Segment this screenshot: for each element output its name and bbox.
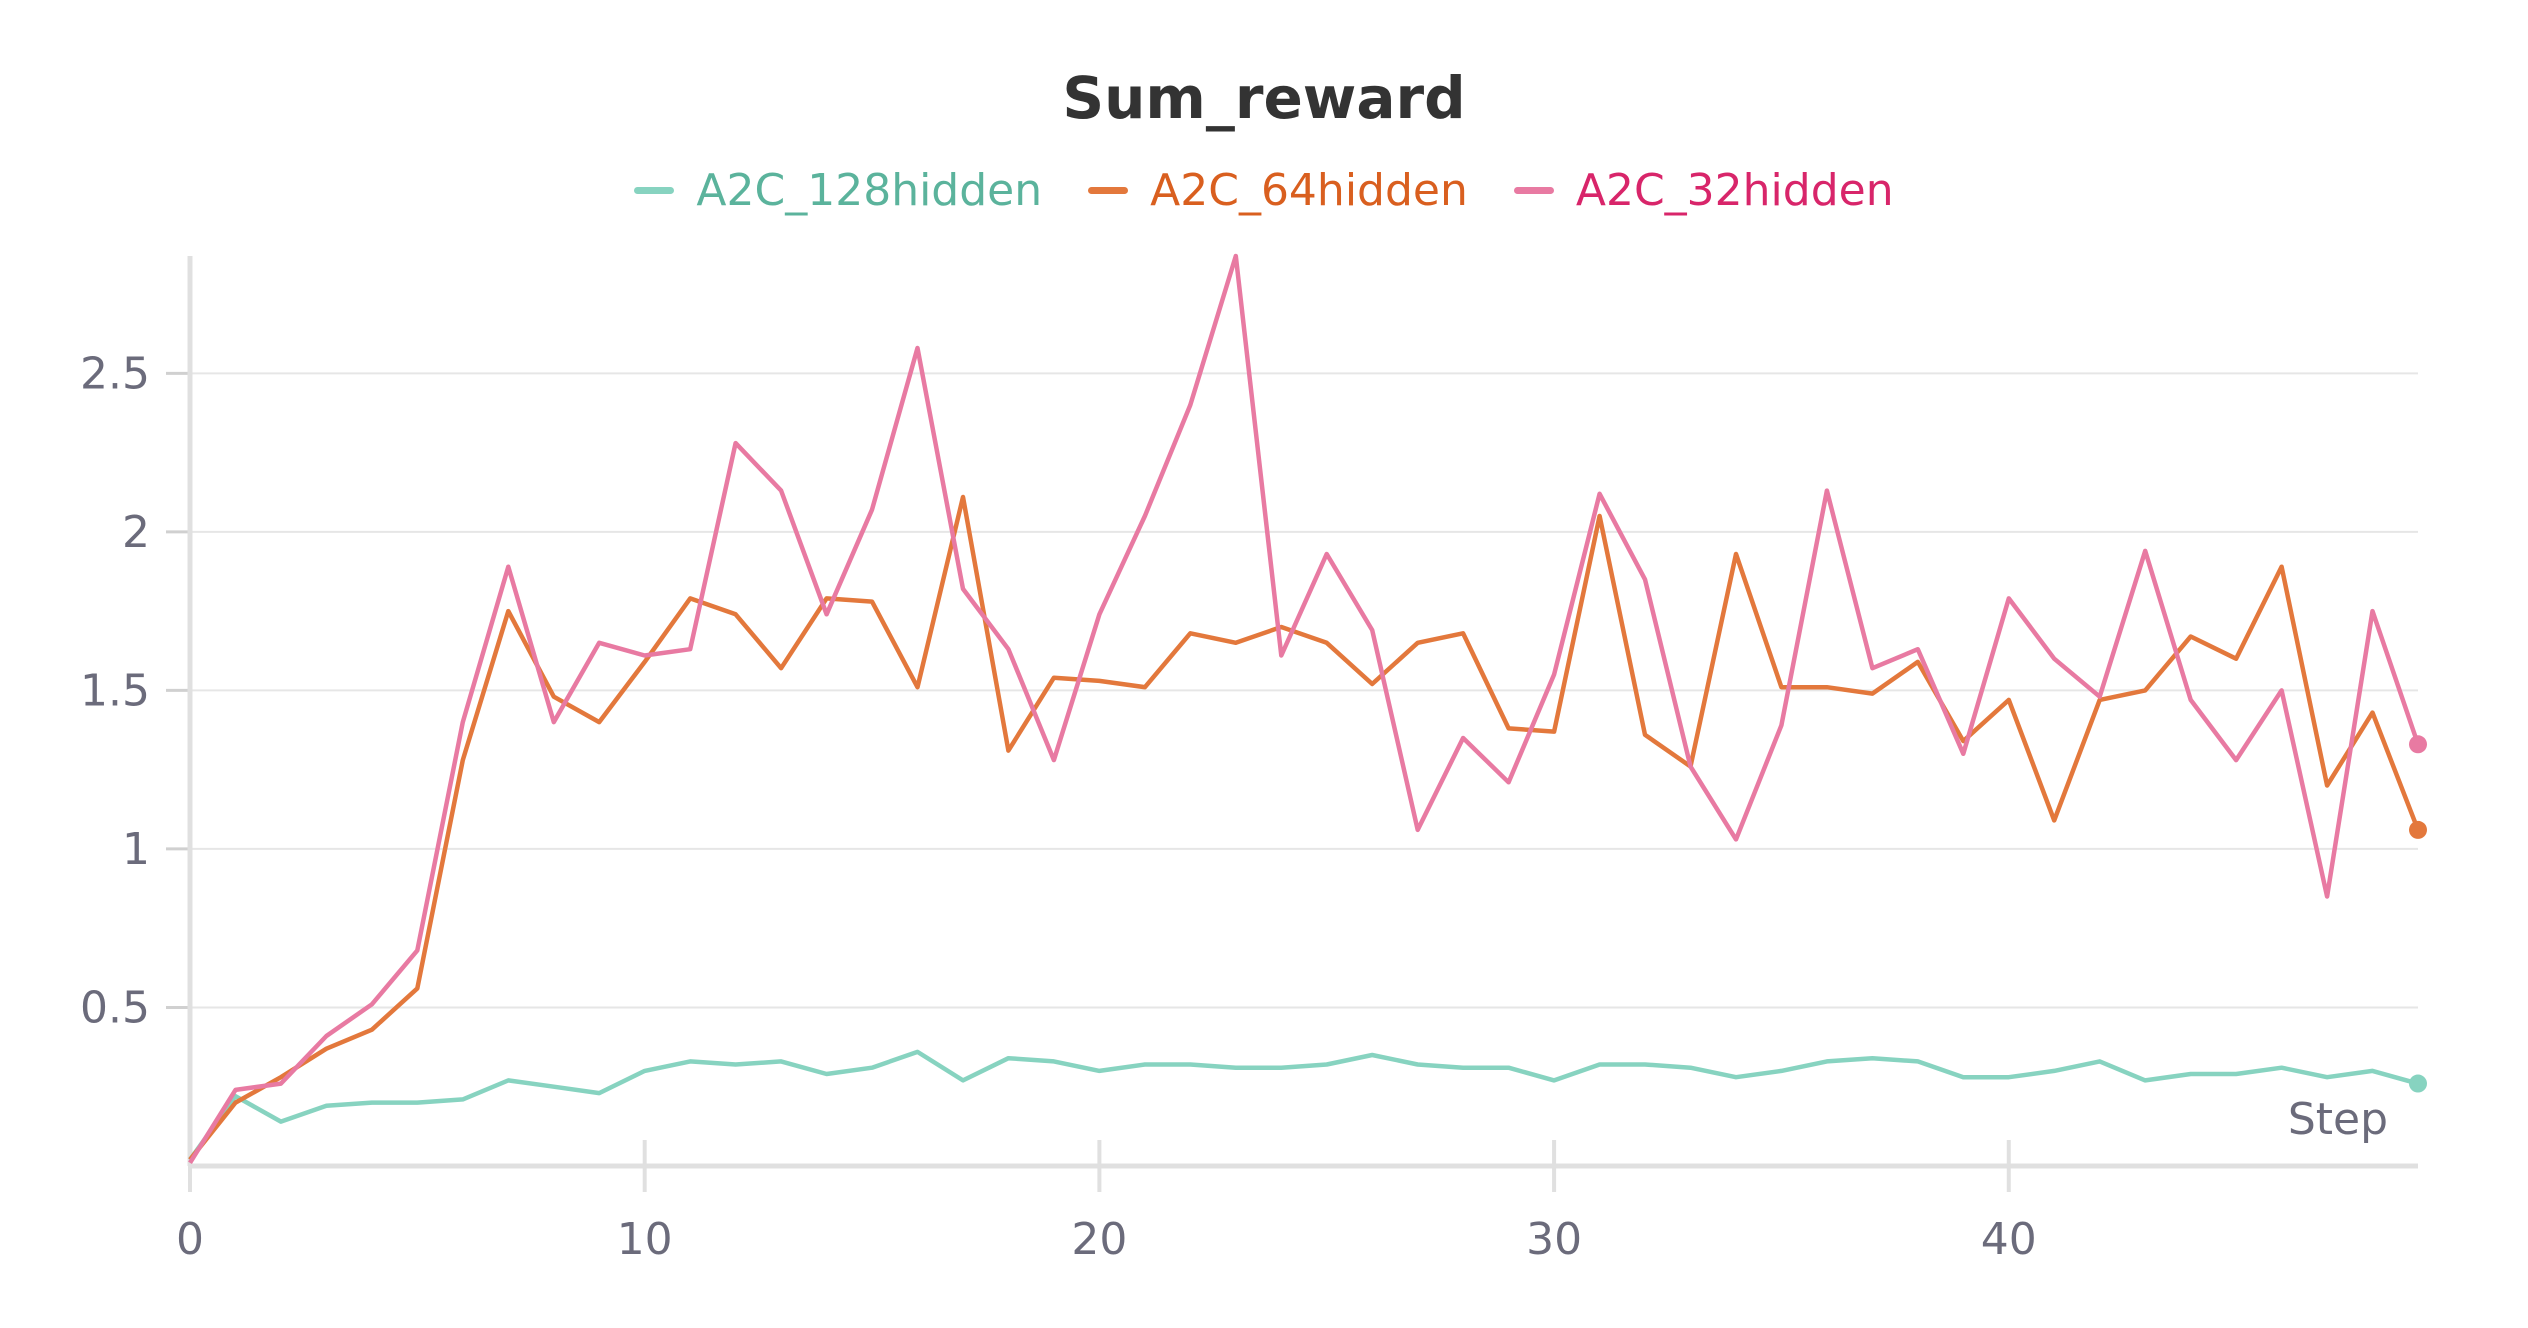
chart-title: Sum_reward (1062, 64, 1466, 132)
y-tick-label: 0.5 (80, 982, 150, 1033)
series-end-marker-a2c-128hidden (2409, 1074, 2427, 1093)
y-tick-label: 1 (122, 824, 150, 875)
legend-label-a2c-64hidden: A2C_64hidden (1150, 165, 1468, 216)
x-tick-label: 20 (1071, 1214, 1127, 1265)
series-end-marker-a2c-32hidden (2409, 735, 2427, 754)
legend-item-a2c-32hidden[interactable]: A2C_32hidden (1513, 165, 1894, 216)
legend-label-a2c-32hidden: A2C_32hidden (1575, 165, 1894, 216)
y-tick-label: 1.5 (80, 665, 150, 716)
legend-item-a2c-64hidden[interactable]: A2C_64hidden (1088, 165, 1468, 216)
x-tick-label: 0 (176, 1214, 204, 1265)
legend-label-a2c-128hidden: A2C_128hidden (696, 165, 1043, 216)
series-end-marker-a2c-64hidden (2409, 820, 2427, 839)
series-line-a2c-128hidden (188, 1049, 2419, 1162)
legend-swatch-a2c-128hidden (634, 187, 675, 194)
legend-item-a2c-128hidden[interactable]: A2C_128hidden (634, 165, 1042, 216)
legend: A2C_128hidden A2C_64hidden A2C_32hidden (0, 165, 2528, 216)
x-tick-label: 30 (1526, 1214, 1582, 1265)
series-line-a2c-64hidden (188, 494, 2421, 1162)
x-tick-label: 10 (617, 1214, 673, 1265)
legend-swatch-a2c-32hidden (1513, 187, 1554, 194)
legend-swatch-a2c-64hidden (1088, 187, 1129, 194)
y-tick-label: 2.5 (80, 348, 150, 399)
x-axis-label: Step (2288, 1094, 2388, 1145)
x-tick-label: 40 (1981, 1214, 2037, 1265)
y-tick-label: 2 (122, 507, 150, 558)
series-line-a2c-32hidden (188, 253, 2421, 1164)
